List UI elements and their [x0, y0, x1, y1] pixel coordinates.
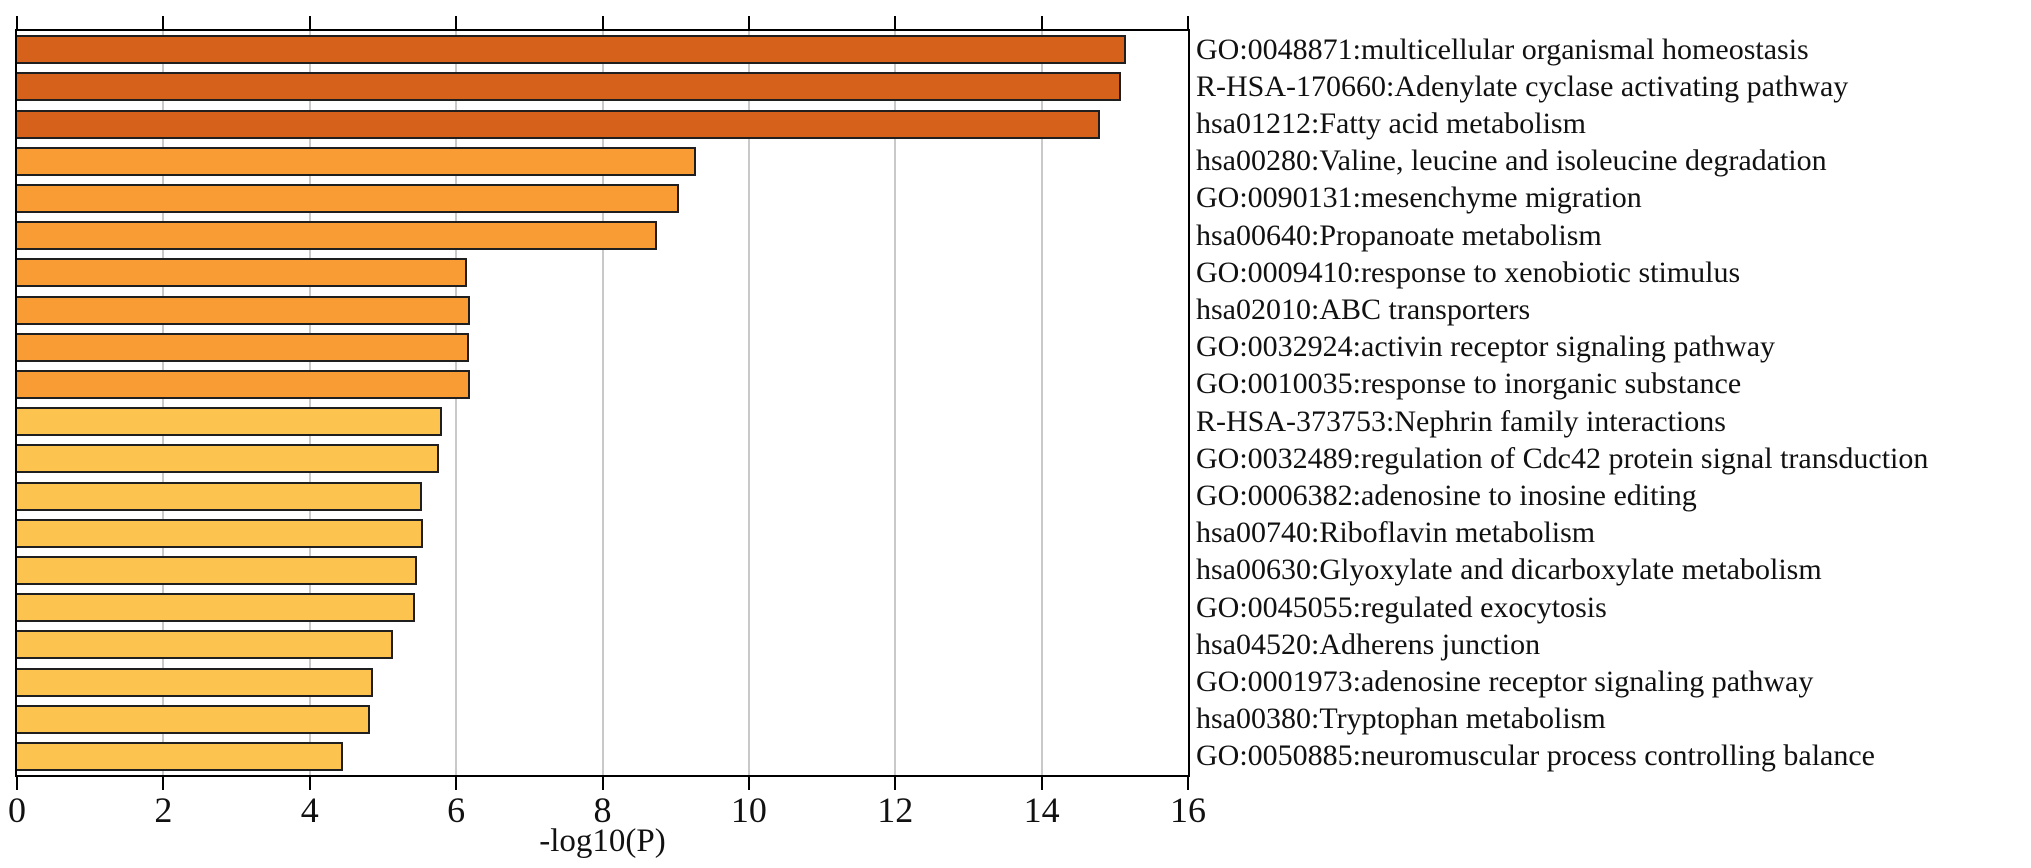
x-axis-tick-label: 16	[1170, 790, 1206, 830]
term-label: hsa00630:Glyoxylate and dicarboxylate me…	[1196, 553, 1822, 587]
x-axis-tick-bottom	[455, 777, 458, 790]
bar	[17, 555, 418, 585]
bar	[17, 407, 443, 437]
bar	[17, 35, 1126, 65]
x-axis-tick-label: 10	[730, 790, 767, 830]
bar	[17, 741, 344, 771]
bar	[17, 593, 416, 623]
term-label: GO:0006382:adenosine to inosine editing	[1196, 478, 1697, 512]
x-axis-tick-top	[455, 16, 458, 29]
bar	[17, 518, 424, 548]
x-axis-tick-label: 4	[300, 790, 319, 830]
term-label: hsa00640:Propanoate metabolism	[1196, 218, 1602, 252]
gridline-x6	[455, 31, 458, 775]
x-axis-tick-bottom	[162, 777, 165, 790]
term-label: GO:0045055:regulated exocytosis	[1196, 590, 1607, 624]
term-label: hsa00740:Riboflavin metabolism	[1196, 516, 1596, 550]
x-axis-tick-label: 8	[593, 790, 612, 830]
bar	[17, 109, 1101, 139]
x-axis-tick-top	[894, 16, 897, 29]
bar	[17, 72, 1121, 102]
x-axis-tick-bottom	[308, 777, 311, 790]
term-label: GO:0032489:regulation of Cdc42 protein s…	[1196, 441, 1929, 475]
term-label: hsa00380:Tryptophan metabolism	[1196, 702, 1606, 736]
gridline-x12	[894, 31, 897, 775]
term-label: hsa04520:Adherens junction	[1196, 627, 1541, 661]
bar	[17, 146, 697, 176]
gridline-x14	[1040, 31, 1043, 775]
x-axis-tick-top	[1187, 16, 1189, 29]
x-axis-tick-bottom	[1040, 777, 1043, 790]
x-axis-tick-bottom	[747, 777, 750, 790]
term-label: R-HSA-170660:Adenylate cyclase activatin…	[1196, 69, 1849, 103]
term-label: R-HSA-373753:Nephrin family interactions	[1196, 404, 1726, 438]
x-axis-title: -log10(P)	[539, 823, 666, 859]
term-label: GO:0009410:response to xenobiotic stimul…	[1196, 255, 1741, 289]
term-labels: GO:0048871:multicellular organismal home…	[1196, 31, 2031, 775]
term-label: GO:0010035:response to inorganic substan…	[1196, 367, 1742, 401]
x-axis-tick-label: 14	[1023, 790, 1060, 830]
x-axis-tick-label: 0	[8, 790, 26, 830]
bar	[17, 444, 439, 474]
bar	[17, 369, 471, 399]
x-axis-tick-top	[601, 16, 604, 29]
term-label: GO:0001973:adenosine receptor signaling …	[1196, 664, 1814, 698]
x-axis-tick-top	[1040, 16, 1043, 29]
bar	[17, 332, 469, 362]
bar	[17, 630, 394, 660]
x-axis-tick-bottom	[894, 777, 897, 790]
bar	[17, 667, 374, 697]
term-label: hsa00280:Valine, leucine and isoleucine …	[1196, 144, 1827, 178]
gridline-x2	[162, 31, 165, 775]
gridline-x8	[601, 31, 604, 775]
gridline-x4	[308, 31, 311, 775]
bar	[17, 295, 471, 325]
x-axis-tick-top	[16, 16, 18, 29]
x-axis-tick-label: 6	[447, 790, 466, 830]
x-axis-tick-top	[747, 16, 750, 29]
term-label: GO:0048871:multicellular organismal home…	[1196, 32, 1809, 66]
term-label: GO:0050885:neuromuscular process control…	[1196, 739, 1875, 773]
bar	[17, 704, 370, 734]
term-label: GO:0032924:activin receptor signaling pa…	[1196, 330, 1776, 364]
x-axis-tick-bottom	[16, 777, 18, 790]
plot-area	[15, 29, 1190, 777]
x-axis-tick-top	[308, 16, 311, 29]
bar	[17, 183, 680, 213]
bar	[17, 481, 423, 511]
bar	[17, 258, 468, 288]
term-label: hsa01212:Fatty acid metabolism	[1196, 106, 1586, 140]
term-label: hsa02010:ABC transporters	[1196, 292, 1531, 326]
bar	[17, 221, 657, 251]
x-axis-tick-bottom	[601, 777, 604, 790]
x-axis-tick-top	[162, 16, 165, 29]
x-axis-tick-label: 12	[877, 790, 914, 830]
term-label: GO:0090131:mesenchyme migration	[1196, 181, 1642, 215]
x-axis-tick-bottom	[1187, 777, 1189, 790]
x-axis-tick-label: 2	[154, 790, 173, 830]
gridline-x10	[747, 31, 750, 775]
